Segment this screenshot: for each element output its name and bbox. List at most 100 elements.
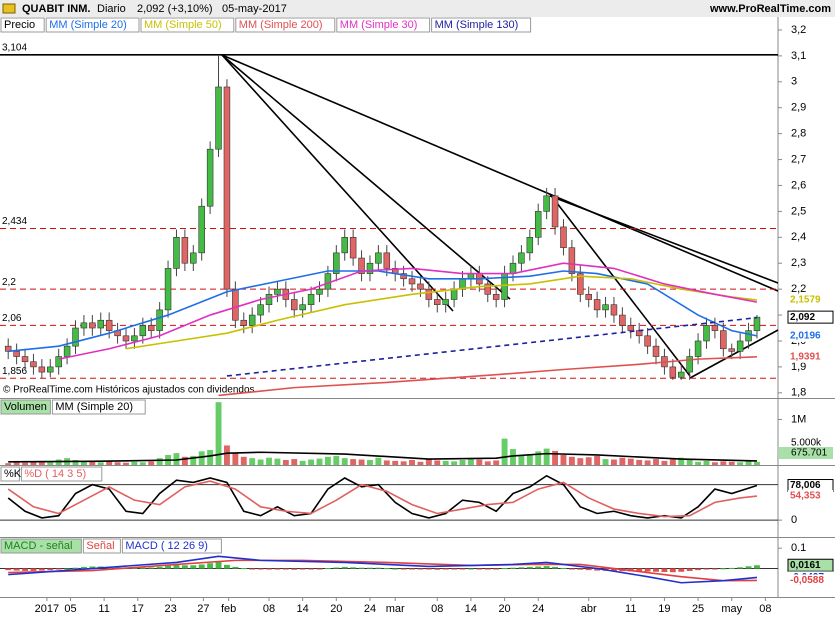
x-tick-label: 11 bbox=[625, 603, 636, 615]
y-tick-label: 2,2 bbox=[791, 283, 806, 295]
badge-bg bbox=[779, 447, 833, 459]
histogram-bar bbox=[148, 567, 155, 569]
candle-body bbox=[745, 330, 752, 342]
volume-bar bbox=[526, 454, 533, 465]
volume-bar bbox=[745, 461, 752, 465]
volume-bar bbox=[215, 402, 222, 465]
candle-body bbox=[736, 340, 744, 352]
legend-label: Volumen bbox=[4, 401, 47, 413]
volume-bar bbox=[493, 460, 500, 465]
candle-body bbox=[728, 348, 735, 352]
volume-bar bbox=[181, 456, 188, 465]
histogram-bar bbox=[526, 566, 533, 569]
legend-label: MM (Simple 30) bbox=[340, 19, 418, 31]
volume-bar bbox=[22, 462, 28, 465]
legend-box bbox=[0, 538, 82, 554]
badge-bg bbox=[787, 310, 834, 324]
candle-body bbox=[274, 288, 281, 295]
histogram-bar bbox=[417, 568, 424, 570]
site: www.ProRealTime.com bbox=[709, 3, 831, 15]
candle-body bbox=[366, 262, 374, 274]
volume-bar bbox=[644, 460, 651, 465]
candle-body bbox=[518, 252, 525, 264]
histogram-bar bbox=[207, 563, 214, 569]
candle-body bbox=[349, 237, 357, 259]
volume-bar bbox=[333, 455, 340, 465]
candle-body bbox=[265, 294, 273, 305]
legend-box bbox=[235, 17, 336, 33]
x-tick-label: 24 bbox=[364, 603, 376, 615]
volume-bar bbox=[207, 449, 214, 465]
histogram-bar bbox=[198, 564, 205, 569]
volume-bar bbox=[30, 461, 37, 465]
candle-body bbox=[299, 304, 306, 311]
candle-body bbox=[450, 288, 458, 300]
x-tick-label: 14 bbox=[297, 603, 309, 615]
candle-body bbox=[190, 252, 197, 264]
histogram-bar bbox=[518, 567, 525, 569]
volume-bar bbox=[106, 460, 113, 465]
volume-bar bbox=[577, 458, 584, 465]
volume-bar bbox=[139, 462, 146, 465]
candle-body bbox=[509, 262, 517, 274]
histogram-bar bbox=[5, 568, 12, 571]
right-label: 675.701 bbox=[791, 448, 828, 459]
candle-body bbox=[383, 252, 391, 269]
histogram-bar bbox=[678, 568, 685, 572]
candle-body bbox=[248, 314, 256, 326]
x-tick-label: may bbox=[721, 603, 742, 615]
histogram-bar bbox=[400, 568, 407, 570]
candle-body bbox=[408, 278, 416, 285]
histogram-bar bbox=[552, 566, 558, 569]
legend-label: Precio bbox=[4, 19, 35, 31]
trendlines bbox=[221, 54, 779, 379]
histogram-bar bbox=[728, 567, 735, 569]
histogram-bar bbox=[510, 567, 516, 569]
badge-bg bbox=[788, 490, 833, 503]
histogram-bar bbox=[644, 568, 651, 572]
volume-bar bbox=[678, 457, 685, 465]
candle-body bbox=[442, 299, 449, 305]
badge-label: 2,1579 bbox=[790, 295, 821, 306]
candle-body bbox=[30, 361, 37, 368]
candle-body bbox=[21, 356, 29, 363]
histogram-bar bbox=[139, 567, 146, 569]
histogram-bar bbox=[190, 565, 197, 569]
volume-bar bbox=[72, 459, 79, 465]
legend-label: MACD ( 12 26 9) bbox=[125, 540, 208, 552]
volume-bar bbox=[568, 456, 575, 465]
histogram-bar bbox=[64, 568, 71, 570]
candle-body bbox=[358, 257, 365, 274]
legend-label: %D ( 14 3 5) bbox=[24, 468, 86, 480]
candle-body bbox=[240, 319, 248, 326]
volume-bar bbox=[535, 451, 542, 465]
candle-body bbox=[534, 211, 542, 238]
volume-bar bbox=[80, 461, 87, 465]
volume-bar bbox=[611, 459, 617, 465]
candle-body bbox=[669, 366, 677, 378]
candle-body bbox=[122, 335, 130, 342]
x-tick-label: 14 bbox=[465, 603, 477, 615]
volume-bar bbox=[501, 438, 508, 465]
badge-bg bbox=[788, 574, 833, 587]
candle-body bbox=[139, 325, 147, 337]
histogram-bar bbox=[661, 568, 668, 572]
histogram-bar bbox=[451, 568, 458, 570]
series-line bbox=[8, 270, 758, 353]
level-label: 3,104 bbox=[2, 42, 27, 53]
candle-body bbox=[291, 299, 298, 311]
volume-bar bbox=[232, 453, 239, 465]
volume-bar bbox=[131, 461, 138, 465]
volume-bar bbox=[484, 461, 491, 465]
volume-bar bbox=[240, 456, 247, 465]
series-line bbox=[7, 474, 758, 519]
candle-body bbox=[72, 327, 79, 347]
candle-body bbox=[55, 356, 62, 368]
volume-bar bbox=[703, 460, 710, 465]
candle-body bbox=[375, 252, 382, 264]
candle-body bbox=[678, 371, 685, 378]
x-tick-label: 08 bbox=[431, 603, 443, 615]
series-line bbox=[226, 316, 758, 377]
x-tick-label: 25 bbox=[692, 603, 704, 615]
histogram-bar bbox=[409, 568, 415, 570]
